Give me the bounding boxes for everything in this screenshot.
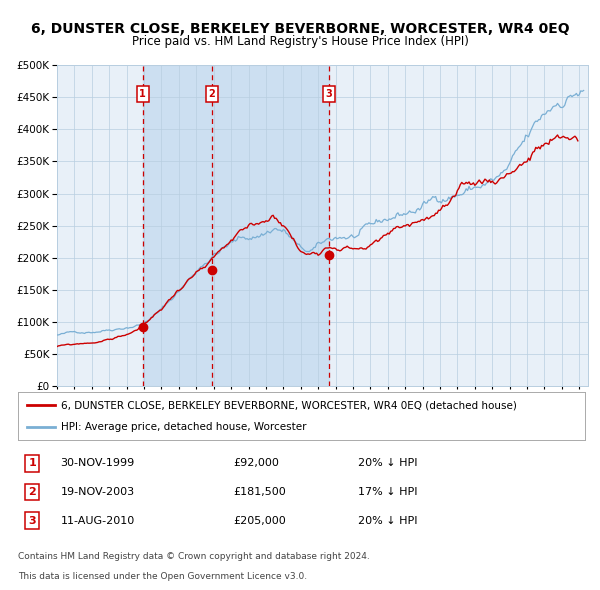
Text: 11-AUG-2010: 11-AUG-2010 <box>61 516 135 526</box>
Text: 1: 1 <box>28 458 36 468</box>
Text: £181,500: £181,500 <box>233 487 286 497</box>
Text: 19-NOV-2003: 19-NOV-2003 <box>61 487 134 497</box>
Text: 6, DUNSTER CLOSE, BERKELEY BEVERBORNE, WORCESTER, WR4 0EQ: 6, DUNSTER CLOSE, BERKELEY BEVERBORNE, W… <box>31 22 569 37</box>
Text: 1: 1 <box>139 89 146 99</box>
Text: HPI: Average price, detached house, Worcester: HPI: Average price, detached house, Worc… <box>61 422 306 432</box>
Text: 3: 3 <box>28 516 36 526</box>
Text: 20% ↓ HPI: 20% ↓ HPI <box>358 458 418 468</box>
Text: This data is licensed under the Open Government Licence v3.0.: This data is licensed under the Open Gov… <box>18 572 307 581</box>
Text: 17% ↓ HPI: 17% ↓ HPI <box>358 487 418 497</box>
Text: 30-NOV-1999: 30-NOV-1999 <box>61 458 135 468</box>
Text: 3: 3 <box>326 89 332 99</box>
Bar <box>212 65 329 386</box>
Text: 2: 2 <box>208 89 215 99</box>
Text: Contains HM Land Registry data © Crown copyright and database right 2024.: Contains HM Land Registry data © Crown c… <box>18 552 370 561</box>
Text: £205,000: £205,000 <box>233 516 286 526</box>
Text: 20% ↓ HPI: 20% ↓ HPI <box>358 516 418 526</box>
Text: Price paid vs. HM Land Registry's House Price Index (HPI): Price paid vs. HM Land Registry's House … <box>131 35 469 48</box>
Bar <box>143 65 212 386</box>
Text: 6, DUNSTER CLOSE, BERKELEY BEVERBORNE, WORCESTER, WR4 0EQ (detached house): 6, DUNSTER CLOSE, BERKELEY BEVERBORNE, W… <box>61 400 517 410</box>
Text: 2: 2 <box>28 487 36 497</box>
Text: £92,000: £92,000 <box>233 458 280 468</box>
